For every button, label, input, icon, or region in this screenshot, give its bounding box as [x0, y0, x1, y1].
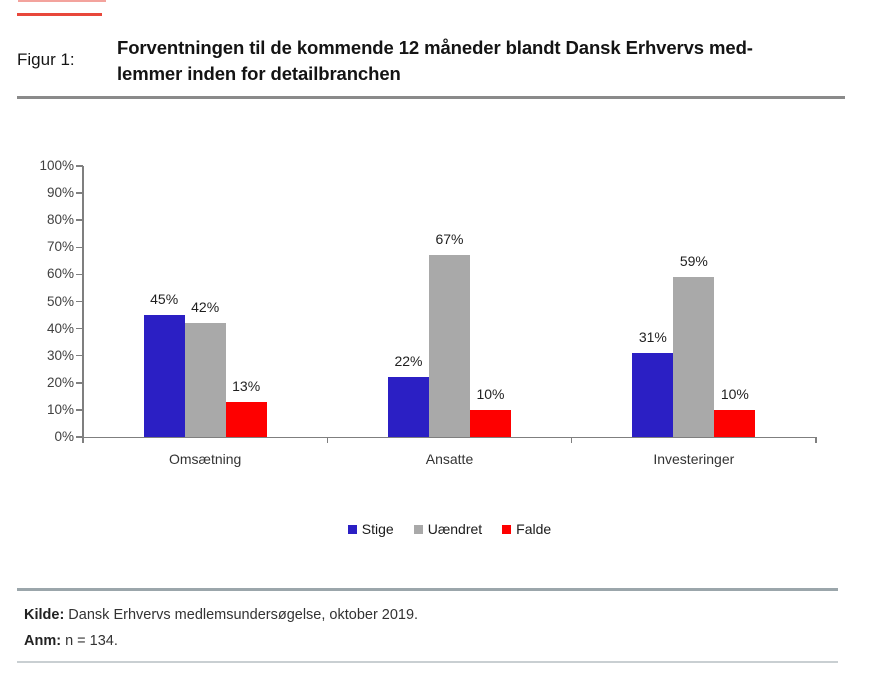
x-tick: [326, 437, 329, 443]
y-tick: [76, 354, 83, 357]
footer-divider-top: [17, 588, 838, 591]
header-divider: [17, 96, 845, 99]
y-tick-label: 100%: [39, 158, 74, 173]
y-tick: [76, 436, 83, 438]
accent-line-top: [18, 0, 106, 2]
footer-divider-bottom: [17, 661, 838, 663]
chart-legend: Stige Uændret Falde: [83, 520, 816, 538]
bar: [143, 315, 185, 437]
y-tick: [76, 219, 83, 221]
bar-value-label: 13%: [232, 377, 261, 394]
note-line: Anm: n = 134.: [24, 628, 784, 654]
y-tick-label: 0%: [54, 429, 74, 444]
bar: [470, 409, 511, 437]
bar-value-label: 31%: [638, 328, 667, 345]
legend-label: Uændret: [427, 521, 483, 537]
figure-label: Figur 1:: [17, 50, 75, 69]
y-tick: [76, 327, 83, 330]
y-tick: [76, 382, 83, 384]
bar: [388, 377, 429, 437]
legend-label: Stige: [361, 521, 394, 537]
figure-title-line2: lemmer inden for detailbranchen: [117, 63, 401, 84]
bar: [184, 323, 226, 437]
legend-swatch-icon: [347, 524, 357, 534]
accent-line: [17, 13, 102, 16]
figure-title: Forventningen til de kommende 12 måneder…: [117, 35, 877, 87]
legend-swatch-icon: [502, 524, 512, 534]
source-text: Dansk Erhvervs medlemsundersøgelse, okto…: [64, 607, 419, 623]
source-line: Kilde: Dansk Erhvervs medlemsundersøgels…: [24, 602, 784, 628]
bar-value-label: 67%: [435, 231, 464, 248]
y-tick-label: 10%: [46, 401, 74, 417]
y-tick-label: 50%: [46, 293, 74, 309]
bar-value-label: 42%: [191, 299, 220, 316]
legend-swatch-icon: [413, 524, 423, 534]
bar: [225, 401, 267, 437]
x-tick: [815, 437, 817, 443]
y-tick: [76, 273, 83, 276]
bar-value-label: 10%: [720, 385, 749, 402]
y-tick-label: 60%: [46, 266, 74, 282]
x-tick: [82, 437, 84, 443]
y-tick-label: 20%: [46, 374, 74, 390]
note-label: Anm:: [24, 633, 62, 649]
y-tick-label: 80%: [46, 212, 74, 228]
legend-item: Uændret: [413, 521, 483, 537]
bar: [632, 352, 674, 437]
y-tick: [76, 300, 83, 303]
y-tick-label: 90%: [46, 185, 74, 201]
bar-value-label: 59%: [679, 253, 708, 270]
source-note: Kilde: Dansk Erhvervs medlemsundersøgels…: [24, 602, 784, 654]
bar-chart-plot-area: 0% 10% 20% 30% 40% 50% 60% 70% 80% 90% 100% 45% 42% 1…: [39, 158, 817, 467]
y-axis-line: [82, 166, 84, 443]
x-category-label: Investeringer: [653, 451, 735, 467]
y-tick: [76, 165, 83, 167]
x-category-label: Ansatte: [425, 451, 474, 467]
bar-value-label: 22%: [394, 353, 423, 370]
bar: [429, 255, 470, 437]
y-tick: [76, 192, 83, 194]
legend-item: Stige: [347, 521, 394, 537]
y-tick-label: 70%: [46, 239, 74, 255]
figure-title-line1: Forventningen til de kommende 12 måneder…: [117, 37, 753, 58]
legend-item: Falde: [502, 521, 551, 537]
y-tick: [76, 246, 83, 249]
y-tick-label: 40%: [46, 320, 74, 336]
x-tick: [570, 437, 573, 443]
legend-label: Falde: [516, 521, 552, 537]
note-text: n = 134.: [61, 633, 118, 649]
bar: [714, 409, 756, 437]
bar-value-label: 45%: [150, 291, 179, 308]
bar-value-label: 10%: [476, 385, 505, 402]
x-category-label: Omsætning: [168, 451, 242, 467]
source-label: Kilde:: [24, 607, 65, 623]
y-tick-label: 30%: [46, 347, 74, 363]
y-tick: [76, 409, 83, 411]
bar: [673, 277, 715, 437]
x-axis-line: [83, 436, 816, 438]
